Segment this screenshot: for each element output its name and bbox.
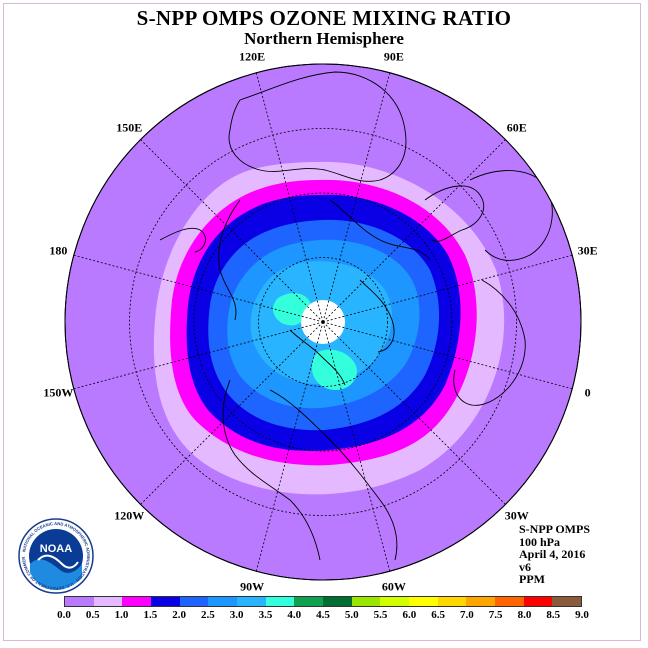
meridian-line [73, 254, 324, 323]
colorbar-swatch [179, 597, 209, 606]
longitude-label: 120W [114, 508, 145, 523]
latitude-circle [193, 192, 453, 452]
latitude-circle [258, 257, 388, 387]
colorbar-tick-label: 1.5 [143, 609, 158, 621]
ozone-contour-3.5-b [312, 349, 357, 390]
colorbar-tick-label: 8.5 [546, 609, 561, 621]
info-version: v6 [519, 559, 531, 574]
longitude-label: 180 [49, 243, 68, 258]
longitude-label: 150E [116, 120, 143, 135]
meridian-line [322, 321, 573, 390]
longitude-label: 150W [43, 385, 74, 400]
meridian-line [322, 254, 573, 323]
colorbar-swatch [351, 597, 381, 606]
meridian-line [140, 139, 324, 323]
longitude-label: 120E [239, 49, 266, 64]
colorbar-swatch [151, 597, 180, 606]
longitude-label: 60W [381, 579, 406, 594]
meridian-line [73, 321, 324, 390]
longitude-label: 90W [240, 579, 265, 594]
colorbar-swatch [208, 597, 238, 606]
colorbar-tick-label: 9.0 [575, 609, 589, 621]
colorbar-swatch [437, 597, 467, 606]
meridian-line [322, 139, 506, 323]
colorbar-tick-label: 1.0 [114, 609, 129, 621]
colorbar-tick-label: 7.5 [488, 609, 503, 621]
longitude-label: 0 [584, 385, 591, 400]
colorbar-tick-label: 6.0 [402, 609, 417, 621]
colorbar-tick-label: 5.0 [344, 609, 359, 621]
colorbar-swatch [552, 597, 582, 606]
graticule [73, 72, 573, 572]
colorbar [64, 596, 582, 607]
longitude-label: 90E [383, 49, 404, 64]
info-date: April 4, 2016 [519, 547, 586, 561]
meridian-line [255, 321, 324, 572]
colorbar-tick-label: 6.5 [431, 609, 445, 621]
longitude-label: 60E [506, 120, 527, 135]
colorbar-labels: 0.0 0.5 1.0 1.5 2.0 2.5 3.0 3.5 4.0 4.5 5.0 5.5 6.0 6… [0, 609, 648, 625]
colorbar-tick-label: 0.5 [85, 609, 100, 621]
colorbar-tick-label: 3.0 [229, 609, 244, 621]
colorbar-tick-label: 2.0 [172, 609, 186, 621]
colorbar-swatch [495, 597, 524, 606]
longitude-label: 30W [504, 508, 529, 523]
colorbar-swatch [523, 597, 553, 606]
map-subtitle: Northern Hemisphere [244, 29, 404, 48]
meridian-line [322, 72, 391, 323]
figure-frame [3, 3, 641, 641]
coastlines [159, 71, 553, 561]
noaa-logo: NOAA NATIONAL OCEANIC AND ATMOSPHERIC AD… [18, 518, 94, 594]
colorbar-swatch [294, 597, 324, 606]
colorbar-swatch [323, 597, 352, 606]
colorbar-swatch [380, 597, 410, 606]
meridian-line [322, 321, 391, 572]
longitude-label: 30E [577, 243, 598, 258]
meridian-line [322, 321, 506, 505]
meridian-line [140, 321, 324, 505]
map-info: S-NPP OMPS 100 hPa April 4, 2016 v6 PPM [519, 523, 590, 586]
colorbar-swatch [122, 597, 152, 606]
colorbar-tick-label: 3.5 [258, 609, 273, 621]
colorbar-tick-label: 2.5 [201, 609, 215, 621]
colorbar-swatch [65, 597, 94, 606]
colorbar-tick-label: 0.0 [57, 609, 71, 621]
colorbar-tick-label: 8.0 [517, 609, 532, 621]
colorbar-swatch [466, 597, 496, 606]
noaa-logo-text: NOAA [40, 543, 72, 555]
info-instrument: S-NPP OMPS [519, 522, 590, 536]
colorbar-swatch [93, 597, 123, 606]
colorbar-swatch [409, 597, 438, 606]
info-units: PPM [519, 572, 545, 586]
colorbar-tick-label: 4.5 [316, 609, 330, 621]
colorbar-swatch [237, 597, 266, 606]
colorbar-tick-label: 5.5 [373, 609, 388, 621]
colorbar-tick-label: 4.0 [287, 609, 302, 621]
colorbar-tick-label: 7.0 [460, 609, 474, 621]
info-pressure: 100 hPa [519, 534, 561, 549]
colorbar-swatch [265, 597, 295, 606]
map-title: S-NPP OMPS OZONE MIXING RATIO [136, 6, 512, 30]
meridian-line [255, 72, 324, 323]
latitude-circle [129, 128, 517, 516]
